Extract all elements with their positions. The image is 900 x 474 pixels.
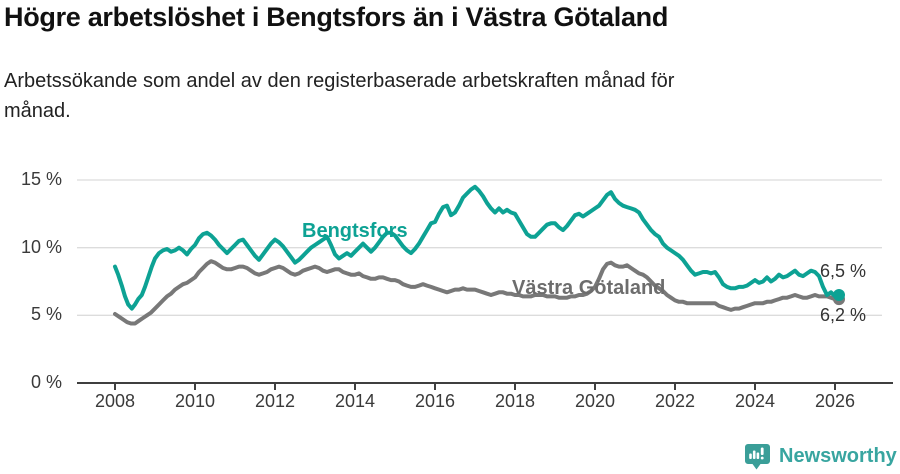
x-axis-tick-label: 2014 [334,391,376,411]
x-axis-tick-label: 2024 [734,391,776,411]
x-axis-tick-label: 2016 [414,391,456,411]
chart-subtitle-line1: Arbetssökande som andel av den registerb… [4,70,675,92]
series-line-bengtsfors [113,184,841,311]
y-axis-tick-label: 5 % [30,304,62,325]
chart-subtitle-line2: månad. [4,100,71,122]
x-axis-tick-label: 2018 [494,391,536,411]
y-axis-tick-label: 10 % [20,236,62,257]
newsworthy-brand-text: Newsworthy [779,445,897,467]
newsworthy-brand[interactable]: Newsworthy [744,443,897,470]
chart-title: Högre arbetslöshet i Bengtsfors än i Väs… [4,2,669,32]
x-axis-tick-label: 2008 [94,391,136,411]
x-axis-tick-label: 2020 [574,391,616,411]
series-end-dot [833,289,845,302]
end-value-vastra-gotaland: 6,2 % [820,305,867,325]
y-axis-tick-label: 0 % [30,372,62,392]
newsworthy-logo-icon [745,444,770,470]
x-axis-tick-label: 2026 [814,391,856,411]
x-axis-tick-label: 2022 [654,391,696,411]
series-label-bengtsfors: Bengtsfors [302,220,408,242]
series-line-v-stra-g-taland [113,259,841,326]
end-value-bengtsfors: 6,5 % [820,261,867,281]
x-axis-tick-label: 2010 [174,391,216,411]
series-label-vastra-gotaland: Västra Götaland [512,277,666,299]
y-axis-tick-label: 15 % [20,169,62,189]
x-axis-tick-label: 2012 [254,391,296,411]
